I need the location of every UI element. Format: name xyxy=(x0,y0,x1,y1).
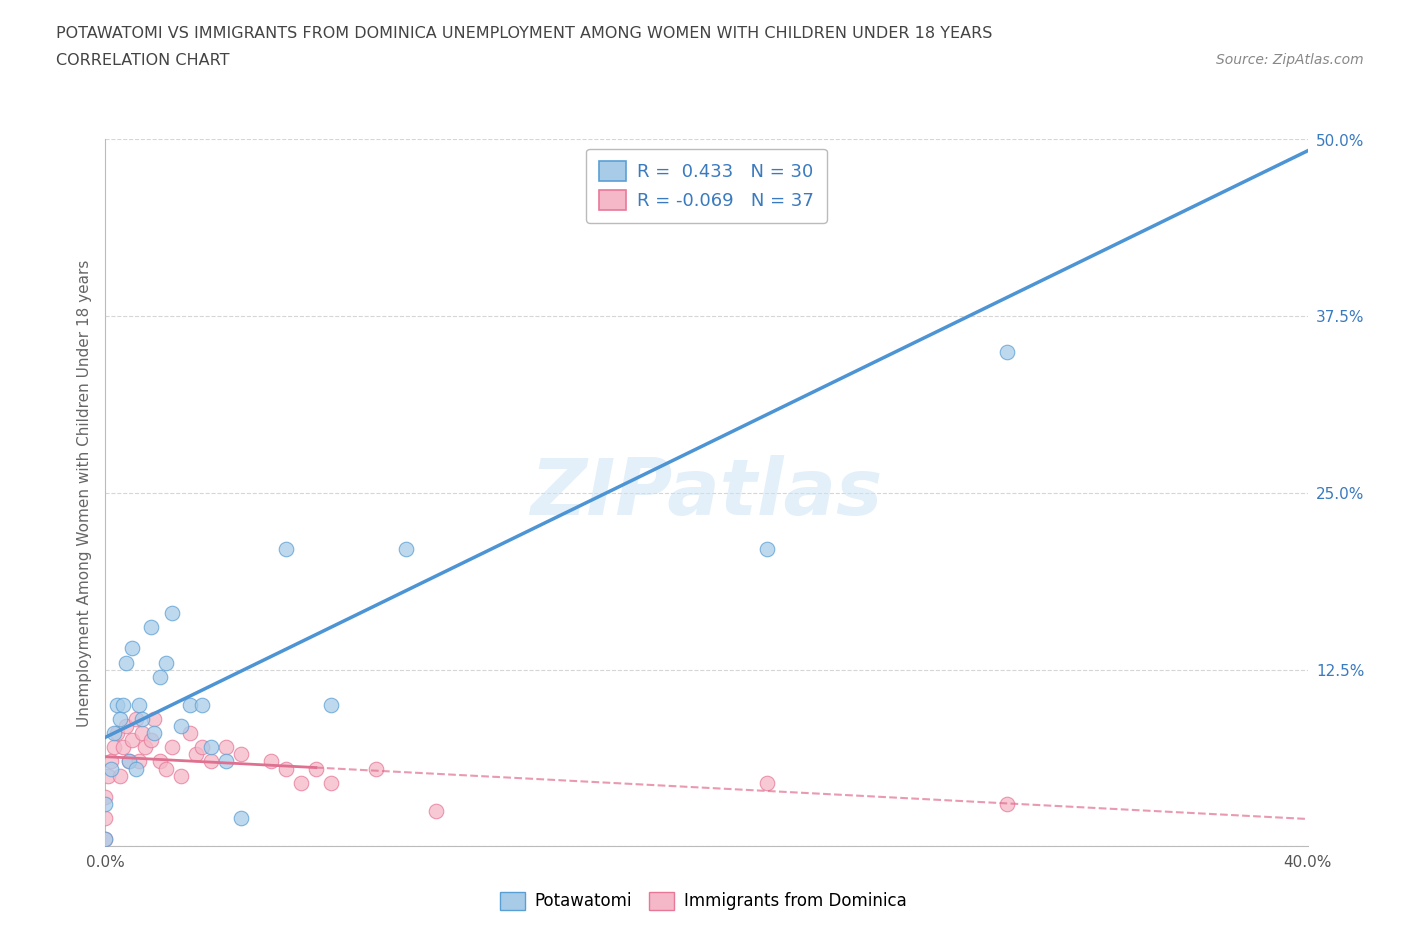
Point xyxy=(142,725,165,740)
Point xyxy=(214,754,236,769)
Point xyxy=(179,725,201,740)
Text: CORRELATION CHART: CORRELATION CHART xyxy=(56,53,229,68)
Point xyxy=(115,719,138,734)
Point xyxy=(103,725,125,740)
Text: Source: ZipAtlas.com: Source: ZipAtlas.com xyxy=(1216,53,1364,67)
Point xyxy=(319,698,342,712)
Point xyxy=(364,761,387,776)
Point xyxy=(395,542,418,557)
Point xyxy=(124,761,146,776)
Point xyxy=(160,740,183,755)
Point xyxy=(139,733,162,748)
Point xyxy=(110,711,132,726)
Point xyxy=(134,740,156,755)
Point xyxy=(115,655,138,670)
Point xyxy=(169,768,191,783)
Point xyxy=(605,189,627,204)
Point xyxy=(190,740,212,755)
Point xyxy=(94,831,117,846)
Point xyxy=(155,761,177,776)
Legend: Potawatomi, Immigrants from Dominica: Potawatomi, Immigrants from Dominica xyxy=(494,885,912,917)
Point xyxy=(274,542,297,557)
Point xyxy=(139,619,162,634)
Point xyxy=(319,776,342,790)
Point xyxy=(190,698,212,712)
Point xyxy=(94,796,117,811)
Point xyxy=(128,754,150,769)
Point xyxy=(148,670,170,684)
Point xyxy=(995,796,1018,811)
Point xyxy=(260,754,283,769)
Point xyxy=(121,733,143,748)
Y-axis label: Unemployment Among Women with Children Under 18 years: Unemployment Among Women with Children U… xyxy=(77,259,93,726)
Point xyxy=(118,754,141,769)
Point xyxy=(274,761,297,776)
Point xyxy=(131,725,153,740)
Point xyxy=(121,641,143,656)
Point xyxy=(124,711,146,726)
Point xyxy=(142,711,165,726)
Point xyxy=(169,719,191,734)
Point xyxy=(214,740,236,755)
Point xyxy=(200,740,222,755)
Point xyxy=(155,655,177,670)
Point xyxy=(290,776,312,790)
Point xyxy=(128,698,150,712)
Point xyxy=(100,754,122,769)
Point xyxy=(97,768,120,783)
Point xyxy=(118,754,141,769)
Legend: R =  0.433   N = 30, R = -0.069   N = 37: R = 0.433 N = 30, R = -0.069 N = 37 xyxy=(586,149,827,222)
Point xyxy=(107,698,129,712)
Point xyxy=(229,811,252,826)
Point xyxy=(179,698,201,712)
Point xyxy=(112,698,135,712)
Point xyxy=(755,776,778,790)
Point xyxy=(103,740,125,755)
Point xyxy=(107,725,129,740)
Text: POTAWATOMI VS IMMIGRANTS FROM DOMINICA UNEMPLOYMENT AMONG WOMEN WITH CHILDREN UN: POTAWATOMI VS IMMIGRANTS FROM DOMINICA U… xyxy=(56,26,993,41)
Point xyxy=(100,761,122,776)
Point xyxy=(305,761,328,776)
Point xyxy=(425,804,447,818)
Point xyxy=(229,747,252,762)
Point xyxy=(94,790,117,804)
Point xyxy=(94,811,117,826)
Text: ZIPatlas: ZIPatlas xyxy=(530,455,883,531)
Point xyxy=(110,768,132,783)
Point xyxy=(995,344,1018,359)
Point xyxy=(112,740,135,755)
Point xyxy=(148,754,170,769)
Point xyxy=(755,542,778,557)
Point xyxy=(131,711,153,726)
Point xyxy=(184,747,207,762)
Point xyxy=(200,754,222,769)
Point xyxy=(160,605,183,620)
Point xyxy=(94,831,117,846)
